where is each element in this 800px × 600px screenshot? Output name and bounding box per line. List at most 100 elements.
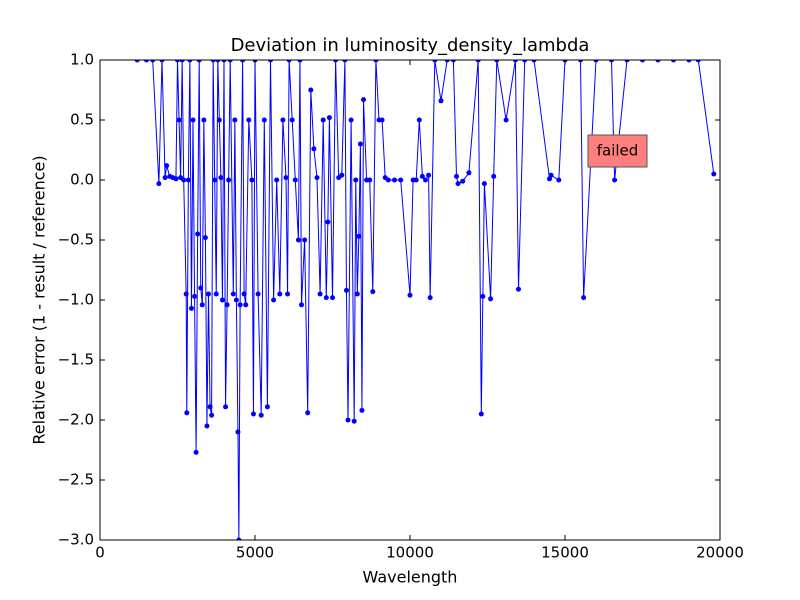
y-tick-label: −2.5 bbox=[58, 471, 94, 489]
data-point bbox=[268, 60, 273, 63]
data-point bbox=[216, 117, 222, 123]
data-point bbox=[475, 60, 481, 63]
data-point bbox=[181, 177, 187, 183]
y-tick-label: 0.5 bbox=[70, 111, 94, 129]
data-point bbox=[516, 286, 521, 292]
data-point bbox=[695, 60, 701, 63]
data-point bbox=[357, 141, 363, 147]
data-point bbox=[427, 295, 433, 301]
data-point bbox=[219, 297, 225, 303]
data-point bbox=[218, 175, 224, 181]
data-point bbox=[134, 60, 140, 63]
data-point bbox=[686, 60, 692, 63]
data-point bbox=[261, 117, 267, 123]
data-point bbox=[556, 177, 562, 183]
data-point bbox=[333, 60, 339, 63]
data-point bbox=[193, 449, 199, 455]
chart-title: Deviation in luminosity_density_lambda bbox=[231, 35, 590, 56]
annotation-box bbox=[587, 134, 648, 168]
data-point bbox=[195, 231, 201, 237]
data-point bbox=[175, 60, 180, 63]
data-point bbox=[201, 117, 207, 123]
data-point bbox=[289, 117, 295, 123]
data-point bbox=[494, 60, 500, 63]
data-point bbox=[438, 98, 444, 104]
data-point bbox=[354, 291, 360, 297]
data-point bbox=[317, 291, 323, 297]
data-point bbox=[188, 305, 194, 311]
data-point bbox=[323, 295, 329, 301]
data-point bbox=[512, 60, 518, 63]
data-point bbox=[419, 173, 425, 179]
data-point bbox=[330, 295, 335, 301]
data-point bbox=[522, 60, 528, 63]
data-point bbox=[342, 60, 348, 63]
y-axis-label: Relative error (1 - result / reference) bbox=[30, 155, 49, 444]
data-point bbox=[285, 291, 291, 297]
data-point bbox=[144, 60, 149, 63]
data-point bbox=[609, 60, 614, 63]
data-point bbox=[450, 60, 456, 63]
data-point bbox=[491, 173, 497, 179]
data-point bbox=[150, 60, 156, 63]
x-tick-label: 15000 bbox=[541, 544, 589, 562]
y-tick-label: 0.0 bbox=[70, 171, 94, 189]
data-point bbox=[183, 291, 189, 297]
data-point bbox=[455, 181, 461, 187]
data-point bbox=[392, 177, 397, 183]
y-tick-label: −1.5 bbox=[58, 351, 94, 369]
data-point bbox=[233, 297, 239, 303]
data-point bbox=[232, 117, 238, 123]
data-point bbox=[481, 181, 487, 187]
data-point bbox=[185, 177, 191, 183]
plot-area bbox=[134, 60, 717, 540]
x-tick-label: 10000 bbox=[386, 544, 434, 562]
data-point bbox=[206, 291, 211, 297]
data-point bbox=[305, 410, 311, 416]
data-point bbox=[190, 117, 196, 123]
data-point bbox=[223, 404, 229, 410]
data-point bbox=[314, 175, 320, 181]
data-point bbox=[249, 177, 255, 183]
data-point bbox=[345, 417, 351, 423]
y-tick-label: −0.5 bbox=[58, 231, 94, 249]
data-point bbox=[361, 97, 366, 103]
data-point bbox=[413, 177, 419, 183]
data-point bbox=[711, 171, 717, 177]
data-point bbox=[480, 293, 486, 299]
data-point bbox=[215, 60, 221, 63]
data-point bbox=[503, 117, 509, 123]
data-point bbox=[250, 411, 256, 417]
data-point bbox=[224, 302, 230, 308]
data-point bbox=[454, 173, 459, 179]
data-point bbox=[308, 87, 314, 93]
data-point bbox=[162, 175, 168, 181]
data-point bbox=[612, 177, 618, 183]
y-tick-label: −2.0 bbox=[58, 411, 94, 429]
x-tick-label: 20000 bbox=[696, 544, 744, 562]
data-point bbox=[416, 117, 422, 123]
data-point bbox=[423, 177, 428, 183]
data-point bbox=[209, 412, 215, 418]
data-point bbox=[370, 289, 376, 295]
data-point bbox=[351, 418, 357, 424]
data-point bbox=[213, 291, 219, 297]
data-point bbox=[184, 410, 190, 416]
data-point bbox=[432, 60, 438, 63]
y-tick-label: 1.0 bbox=[70, 51, 94, 69]
data-point bbox=[640, 60, 645, 63]
data-point bbox=[426, 172, 432, 178]
x-tick-label: 5000 bbox=[236, 544, 274, 562]
data-point bbox=[302, 237, 308, 243]
data-point bbox=[311, 146, 317, 152]
data-point bbox=[297, 60, 303, 63]
data-point bbox=[230, 291, 236, 297]
data-point bbox=[264, 404, 270, 410]
data-point bbox=[295, 237, 301, 243]
data-point bbox=[271, 297, 277, 303]
data-point bbox=[240, 60, 246, 63]
data-point bbox=[207, 404, 213, 410]
data-point bbox=[277, 291, 283, 297]
data-point bbox=[258, 412, 264, 418]
data-point bbox=[343, 287, 349, 293]
